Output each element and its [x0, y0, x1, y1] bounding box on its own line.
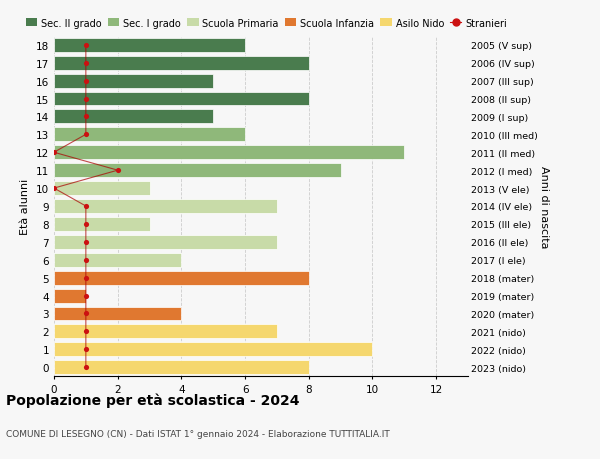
Point	[81, 203, 91, 210]
Bar	[54, 218, 149, 231]
Point	[81, 346, 91, 353]
Y-axis label: Età alunni: Età alunni	[20, 179, 31, 235]
Bar	[54, 289, 86, 303]
Point	[49, 185, 59, 192]
Bar	[54, 74, 213, 89]
Bar	[54, 146, 404, 160]
Bar	[54, 39, 245, 53]
Point	[81, 60, 91, 67]
Point	[81, 292, 91, 300]
Point	[81, 274, 91, 282]
Point	[81, 78, 91, 85]
Point	[49, 149, 59, 157]
Point	[81, 131, 91, 139]
Text: COMUNE DI LESEGNO (CN) - Dati ISTAT 1° gennaio 2024 - Elaborazione TUTTITALIA.IT: COMUNE DI LESEGNO (CN) - Dati ISTAT 1° g…	[6, 429, 390, 438]
Bar	[54, 92, 309, 106]
Bar	[54, 235, 277, 249]
Bar	[54, 342, 373, 357]
Point	[81, 239, 91, 246]
Point	[81, 42, 91, 49]
Bar	[54, 182, 149, 196]
Point	[81, 364, 91, 371]
Point	[81, 221, 91, 228]
Y-axis label: Anni di nascita: Anni di nascita	[539, 165, 549, 248]
Point	[113, 167, 122, 174]
Legend: Sec. II grado, Sec. I grado, Scuola Primaria, Scuola Infanzia, Asilo Nido, Stran: Sec. II grado, Sec. I grado, Scuola Prim…	[26, 18, 507, 28]
Bar	[54, 307, 181, 321]
Bar	[54, 110, 213, 124]
Bar	[54, 164, 341, 178]
Bar	[54, 200, 277, 213]
Bar	[54, 271, 309, 285]
Point	[81, 113, 91, 121]
Point	[81, 328, 91, 336]
Bar	[54, 360, 309, 375]
Bar	[54, 128, 245, 142]
Bar	[54, 56, 309, 71]
Point	[81, 310, 91, 318]
Bar	[54, 253, 181, 267]
Point	[81, 257, 91, 264]
Point	[81, 95, 91, 103]
Text: Popolazione per età scolastica - 2024: Popolazione per età scolastica - 2024	[6, 392, 299, 407]
Bar	[54, 325, 277, 339]
